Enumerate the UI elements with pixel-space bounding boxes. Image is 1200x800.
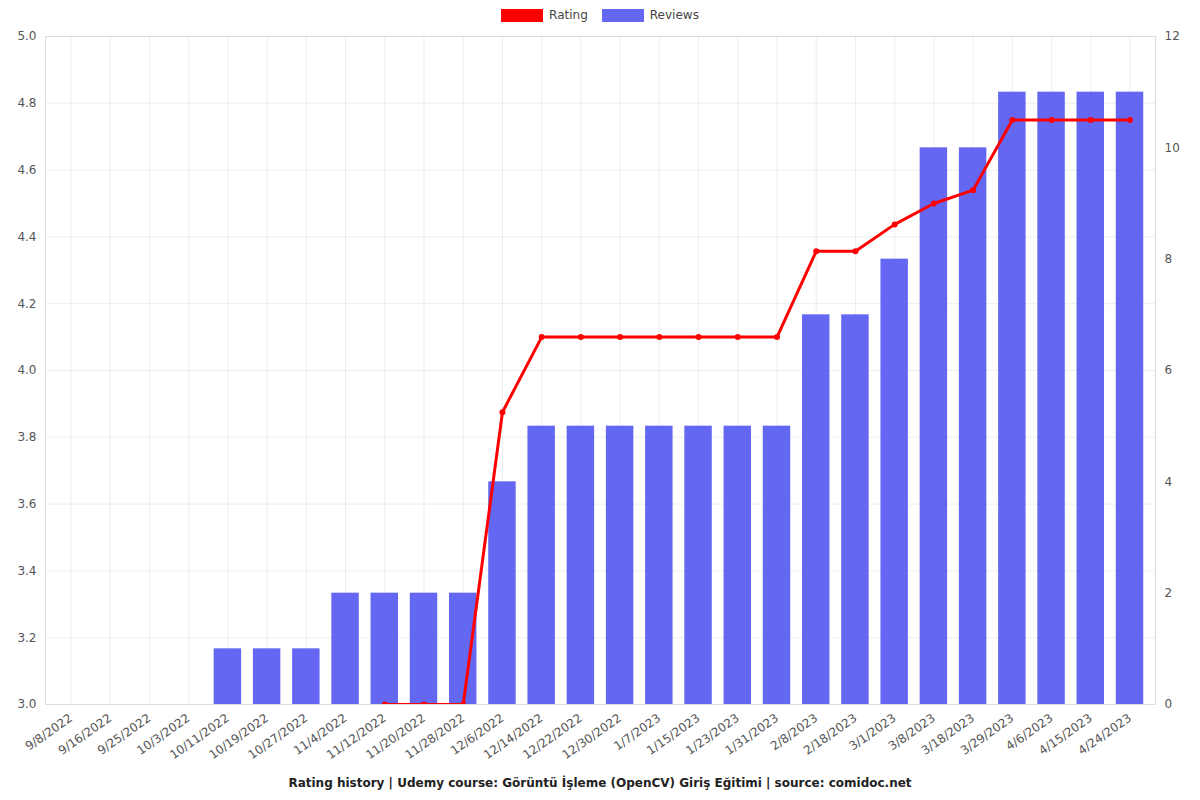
svg-text:3/8/2023: 3/8/2023 — [885, 710, 938, 754]
svg-text:9/8/2022: 9/8/2022 — [22, 710, 75, 754]
svg-text:1/15/2023: 1/15/2023 — [644, 710, 703, 758]
svg-text:12/30/2022: 12/30/2022 — [559, 711, 624, 762]
svg-text:1/31/2023: 1/31/2023 — [722, 711, 780, 758]
svg-text:3/29/2023: 3/29/2023 — [958, 711, 1016, 758]
svg-text:2/18/2023: 2/18/2023 — [801, 711, 859, 758]
svg-text:3.2: 3.2 — [17, 631, 36, 645]
svg-text:12: 12 — [1165, 30, 1180, 43]
svg-text:4: 4 — [1165, 475, 1173, 489]
svg-text:4.4: 4.4 — [17, 230, 36, 244]
svg-text:12/6/2022: 12/6/2022 — [447, 710, 507, 758]
svg-text:4.6: 4.6 — [17, 163, 36, 177]
svg-text:4/15/2023: 4/15/2023 — [1036, 710, 1095, 758]
svg-text:12/22/2022: 12/22/2022 — [520, 710, 585, 763]
svg-text:0: 0 — [1165, 697, 1173, 711]
svg-text:2/8/2023: 2/8/2023 — [768, 710, 821, 754]
svg-text:3.0: 3.0 — [17, 697, 36, 711]
svg-text:4.8: 4.8 — [17, 96, 36, 110]
svg-text:11/20/2022: 11/20/2022 — [363, 710, 428, 763]
svg-text:3.8: 3.8 — [17, 430, 36, 444]
svg-text:1/7/2023: 1/7/2023 — [611, 710, 664, 754]
html-text:Reviews: Reviews — [649, 8, 699, 22]
html-text:Rating history | Udemy course:: Rating history | Udemy course: Görüntü İ… — [288, 776, 912, 790]
svg-text:11/4/2022: 11/4/2022 — [291, 710, 350, 758]
svg-text:12/14/2022: 12/14/2022 — [480, 710, 546, 763]
svg-text:1/23/2023: 1/23/2023 — [683, 710, 742, 758]
svg-text:9/16/2022: 9/16/2022 — [55, 710, 115, 758]
svg-text:3.4: 3.4 — [17, 564, 36, 578]
svg-text:3.6: 3.6 — [17, 497, 36, 511]
svg-text:2: 2 — [1165, 586, 1173, 600]
svg-text:10: 10 — [1165, 141, 1180, 155]
svg-text:6: 6 — [1165, 363, 1173, 377]
svg-text:11/28/2022: 11/28/2022 — [402, 710, 468, 763]
svg-text:3/1/2023: 3/1/2023 — [846, 710, 899, 754]
svg-text:4/6/2023: 4/6/2023 — [1003, 710, 1056, 754]
svg-text:9/25/2022: 9/25/2022 — [94, 710, 154, 758]
svg-text:10/27/2022: 10/27/2022 — [245, 710, 311, 763]
svg-text:4.2: 4.2 — [17, 297, 36, 311]
svg-text:5.0: 5.0 — [17, 30, 36, 43]
svg-text:10/19/2022: 10/19/2022 — [206, 710, 271, 763]
svg-text:11/12/2022: 11/12/2022 — [324, 710, 389, 763]
svg-text:10/3/2022: 10/3/2022 — [134, 710, 193, 758]
svg-text:4.0: 4.0 — [17, 363, 36, 377]
svg-text:8: 8 — [1165, 252, 1173, 266]
svg-text:10/11/2022: 10/11/2022 — [167, 710, 232, 763]
svg-text:3/18/2023: 3/18/2023 — [918, 710, 977, 758]
html-text:Rating: Rating — [549, 8, 588, 22]
svg-text:4/24/2023: 4/24/2023 — [1075, 711, 1133, 758]
